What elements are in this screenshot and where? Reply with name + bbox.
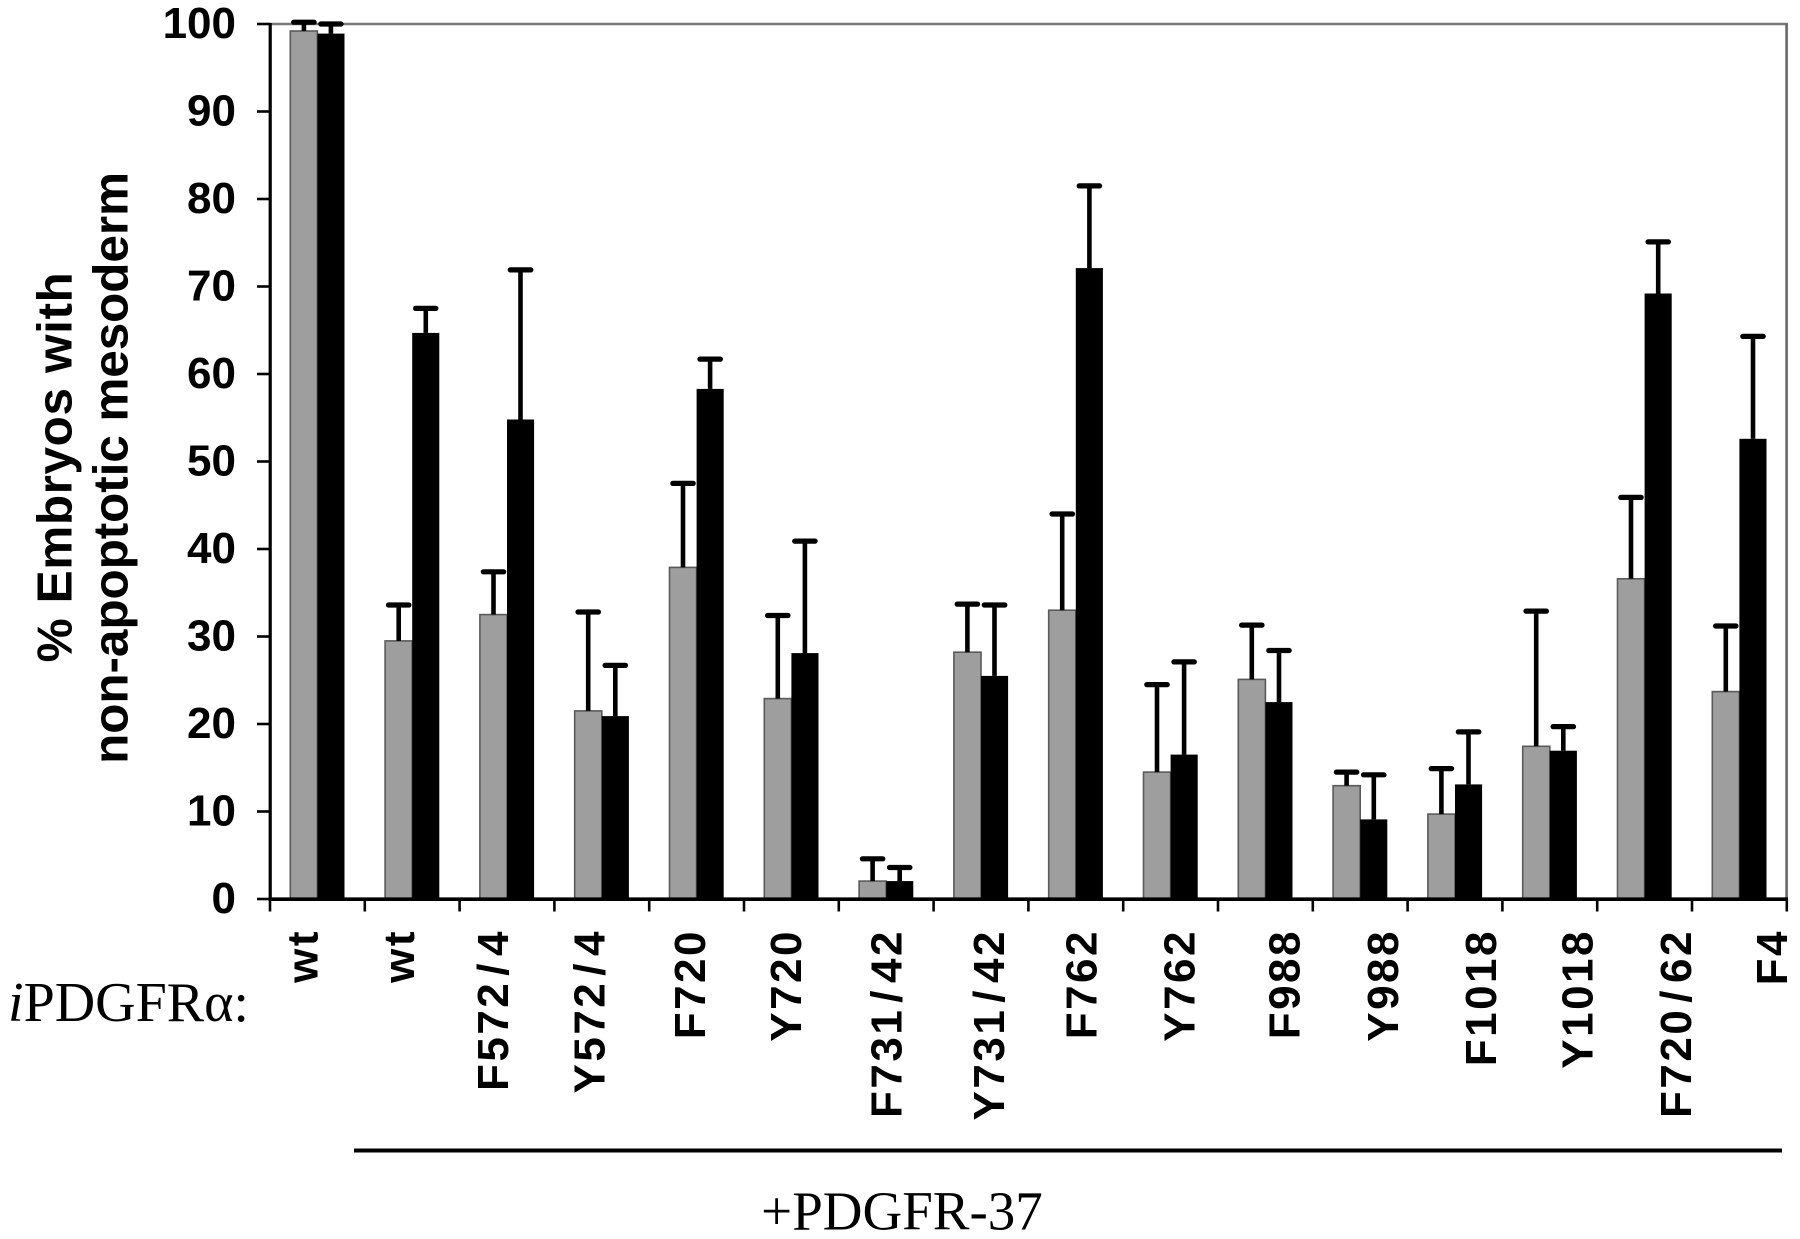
svg-text:100: 100	[163, 0, 236, 48]
svg-text:non-apoptotic mesoderm: non-apoptotic mesoderm	[84, 172, 139, 764]
svg-text:F4: F4	[1748, 929, 1797, 985]
svg-text:F720: F720	[666, 929, 715, 1039]
svg-text:40: 40	[187, 524, 236, 573]
svg-text:80: 80	[187, 174, 236, 223]
svg-text:F731/42: F731/42	[863, 929, 912, 1118]
svg-text:60: 60	[187, 349, 236, 398]
svg-text:% Embryos with: % Embryos with	[28, 272, 83, 663]
svg-text:+PDGFR-37: +PDGFR-37	[761, 1181, 1043, 1239]
svg-text:10: 10	[187, 787, 236, 836]
svg-text:F988: F988	[1261, 929, 1310, 1039]
svg-text:F720/62: F720/62	[1652, 929, 1701, 1118]
svg-text:0: 0	[212, 874, 236, 923]
svg-text:Y731/42: Y731/42	[965, 929, 1014, 1120]
svg-text:F572/4: F572/4	[469, 929, 518, 1091]
svg-text:Y1018: Y1018	[1553, 929, 1602, 1069]
svg-text:30: 30	[187, 612, 236, 661]
svg-text:Y572/4: Y572/4	[565, 929, 614, 1093]
svg-text:iPDGFRα:: iPDGFRα:	[8, 972, 249, 1034]
svg-text:Y988: Y988	[1359, 929, 1408, 1042]
svg-text:F762: F762	[1057, 929, 1106, 1039]
svg-text:70: 70	[187, 262, 236, 311]
svg-text:Y720: Y720	[762, 929, 811, 1042]
svg-text:90: 90	[187, 87, 236, 136]
svg-text:50: 50	[187, 437, 236, 486]
svg-text:F1018: F1018	[1457, 929, 1506, 1066]
svg-text:20: 20	[187, 699, 236, 748]
svg-text:wt: wt	[375, 929, 424, 984]
svg-text:wt: wt	[279, 929, 328, 984]
svg-text:Y762: Y762	[1156, 929, 1205, 1042]
